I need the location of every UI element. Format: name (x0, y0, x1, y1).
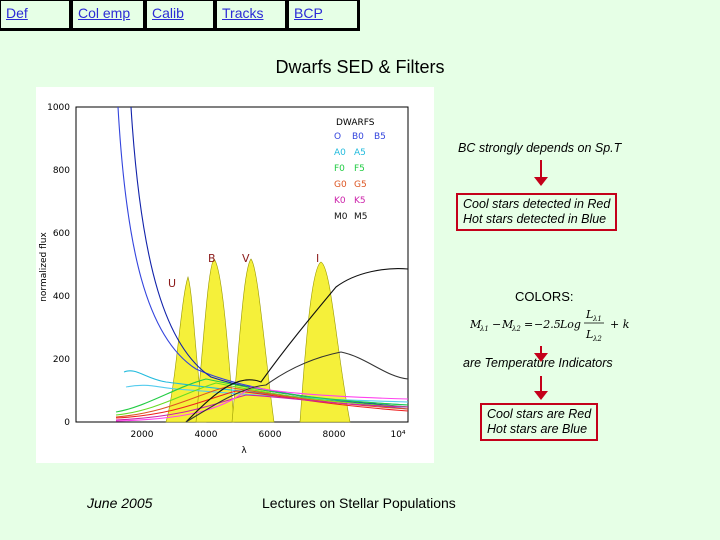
detection-box: Cool stars detected in Red Hot stars det… (456, 193, 618, 231)
svg-text:L: L (585, 308, 593, 321)
svg-text:L: L (585, 328, 593, 341)
xtick-label: 6000 (259, 430, 282, 440)
spectrum-f5 (115, 382, 409, 416)
nav-def-button[interactable]: Def (0, 0, 72, 31)
slide-title: Dwarfs SED & Filters (275, 57, 445, 77)
xtick-label: 2000 (131, 430, 154, 440)
nav-def-label[interactable]: Def (6, 5, 28, 21)
nav-calib-label[interactable]: Calib (152, 5, 184, 21)
xtick-label: 10⁴ (390, 430, 405, 440)
sed-figure-svg: 0 200 400 600 800 1000 2000 4000 6000 80… (39, 103, 409, 456)
spectrum-g5 (115, 390, 409, 419)
colors-line-red: Cool stars are Red (487, 407, 592, 421)
down-arrow-icon (534, 160, 548, 186)
ytick-label: 800 (53, 166, 70, 176)
filter-v-label: V (242, 252, 250, 265)
svg-text:λ2: λ2 (592, 335, 602, 343)
xtick-label: 4000 (195, 430, 218, 440)
svg-text:λ1: λ1 (592, 315, 602, 323)
legend-entry: M0 (334, 212, 348, 222)
legend: DWARFS O B0 B5 A0 A5 F0 F5 G0 G5 K0 K5 M0 M5 (334, 118, 386, 222)
ytick-label: 600 (53, 229, 70, 239)
colors-line-blue: Hot stars are Blue (487, 422, 588, 436)
xtick-label: 8000 (323, 430, 346, 440)
sed-figure: 0 200 400 600 800 1000 2000 4000 6000 80… (36, 87, 434, 463)
filter-i-curve (299, 261, 351, 423)
bc-note: BC strongly depends on Sp.T (458, 141, 622, 155)
nav-col-emp-button[interactable]: Col emp (72, 0, 146, 31)
legend-entry: F0 (334, 164, 345, 174)
nav-bcp-button[interactable]: BCP (288, 0, 360, 31)
ytick-label: 400 (53, 292, 70, 302)
footer-date: June 2005 (87, 495, 153, 511)
detection-line-blue: Hot stars detected in Blue (463, 212, 607, 226)
spectrum-m0 (185, 351, 409, 423)
temperature-note: are Temperature Indicators (463, 356, 613, 370)
legend-entry: B5 (374, 132, 386, 142)
spectrum-k5 (115, 386, 409, 422)
svg-text:=: = (524, 318, 533, 331)
legend-entry: F5 (354, 164, 365, 174)
filter-v-curve (231, 258, 275, 423)
svg-text:M: M (501, 318, 514, 331)
nav-tracks-button[interactable]: Tracks (216, 0, 288, 31)
ytick-label: 0 (64, 418, 70, 428)
spectrum-k0 (115, 394, 409, 421)
svg-text:−: − (492, 318, 501, 331)
filter-i-label: I (316, 252, 319, 265)
spectra (115, 106, 409, 423)
legend-entry: B0 (352, 132, 364, 142)
legend-entry: K5 (354, 196, 366, 206)
detection-line-red: Cool stars detected in Red (463, 197, 611, 211)
svg-text:−2.5: −2.5 (534, 318, 561, 331)
down-arrow-icon (534, 346, 548, 362)
svg-text:Log: Log (559, 318, 581, 331)
spectrum-f0 (115, 378, 409, 413)
legend-entry: G5 (354, 180, 367, 190)
spectrum-m5 (185, 268, 409, 423)
x-axis-label: λ (241, 446, 247, 456)
svg-text:+ k: + k (610, 318, 630, 331)
ytick-label: 200 (53, 355, 70, 365)
legend-entry: A5 (354, 148, 366, 158)
svg-text:λ2: λ2 (511, 325, 521, 333)
legend-entry: G0 (334, 180, 347, 190)
legend-entry: O (334, 132, 341, 142)
svg-text:λ1: λ1 (479, 325, 489, 333)
svg-text:M: M (470, 318, 482, 331)
nav-bcp-label[interactable]: BCP (294, 5, 323, 21)
legend-entry: M5 (354, 212, 368, 222)
filter-b-label: B (208, 252, 216, 265)
nav-bar: Def Col emp Calib Tracks BCP (0, 0, 360, 33)
nav-tracks-label[interactable]: Tracks (222, 5, 264, 21)
legend-entry: K0 (334, 196, 346, 206)
ytick-label: 1000 (47, 103, 70, 113)
legend-entry: A0 (334, 148, 346, 158)
nav-calib-button[interactable]: Calib (146, 0, 216, 31)
colors-box: Cool stars are Red Hot stars are Blue (480, 403, 599, 441)
down-arrow-icon (534, 376, 548, 400)
filter-u-label: U (168, 277, 176, 290)
y-axis-label: normalized flux (39, 232, 49, 302)
nav-col-emp-label[interactable]: Col emp (78, 5, 131, 21)
legend-title: DWARFS (336, 118, 375, 128)
colors-label: COLORS: (515, 289, 574, 304)
footer-course: Lectures on Stellar Populations (262, 495, 456, 511)
